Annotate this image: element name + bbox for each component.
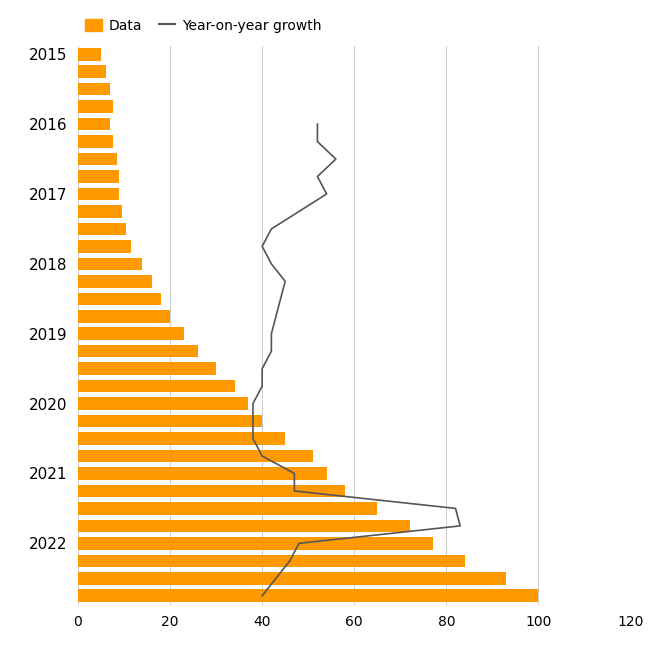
Bar (78, 450, 313, 462)
Bar (78, 100, 112, 113)
Bar (78, 153, 117, 165)
Bar (78, 572, 506, 584)
Bar (78, 590, 538, 602)
Bar (78, 275, 151, 287)
Bar (78, 83, 111, 96)
Bar (78, 519, 410, 532)
Bar (78, 170, 120, 183)
Bar (78, 432, 285, 445)
Bar (78, 415, 262, 427)
Bar (78, 48, 101, 60)
Bar (78, 467, 326, 480)
Bar (78, 118, 111, 131)
Bar (78, 292, 161, 305)
Bar (78, 135, 112, 148)
Bar (78, 66, 105, 78)
Bar (78, 397, 248, 410)
Bar (78, 485, 345, 497)
Bar (78, 223, 126, 235)
Bar (78, 257, 142, 270)
Bar (78, 554, 465, 567)
Bar (78, 328, 184, 340)
Bar (78, 310, 170, 322)
Bar (78, 380, 235, 393)
Bar (78, 188, 120, 200)
Bar (78, 240, 131, 253)
Legend: Data, Year-on-year growth: Data, Year-on-year growth (85, 19, 322, 33)
Bar (78, 537, 432, 550)
Bar (78, 363, 216, 375)
Bar (78, 502, 377, 515)
Bar (78, 345, 198, 358)
Bar (78, 205, 122, 218)
